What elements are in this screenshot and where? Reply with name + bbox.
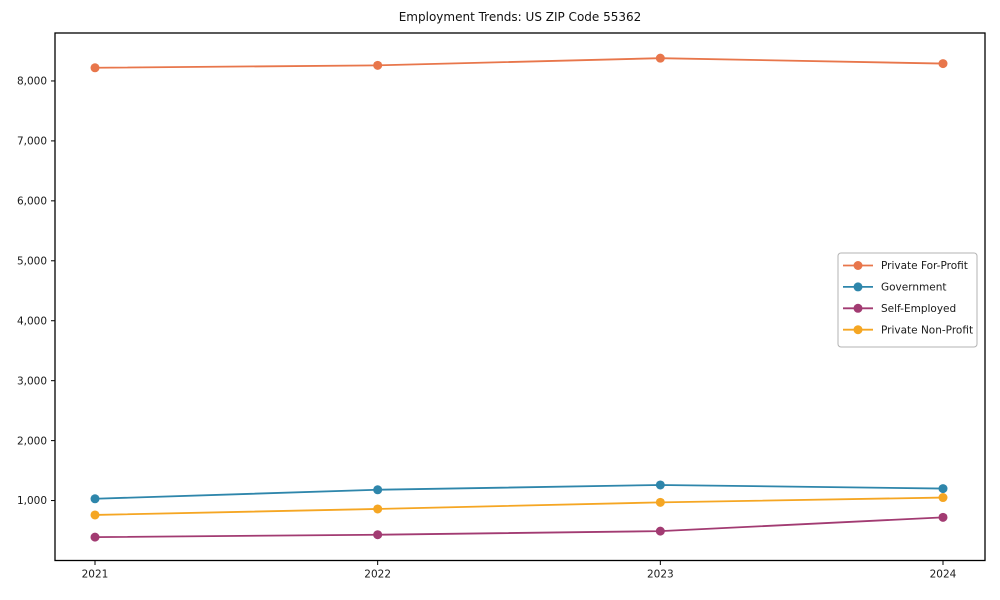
y-tick-label: 3,000 <box>17 375 47 387</box>
series-marker <box>373 485 383 495</box>
legend-marker <box>853 303 863 313</box>
y-tick-label: 8,000 <box>17 76 47 88</box>
series-marker <box>938 512 948 522</box>
legend-label: Private For-Profit <box>881 260 968 272</box>
series-marker <box>373 530 383 540</box>
series-marker <box>373 60 383 70</box>
y-tick-label: 7,000 <box>17 136 47 148</box>
y-tick-label: 5,000 <box>17 255 47 267</box>
series-marker <box>90 510 100 520</box>
y-tick-label: 6,000 <box>17 196 47 208</box>
x-tick-label: 2023 <box>647 569 674 581</box>
y-tick-label: 2,000 <box>17 435 47 447</box>
legend-label: Government <box>881 282 946 294</box>
legend-marker <box>853 282 863 292</box>
plot-border <box>54 32 986 562</box>
series-marker <box>90 63 100 73</box>
series-marker <box>90 494 100 504</box>
x-tick-label: 2024 <box>930 569 957 581</box>
series-marker <box>655 53 665 63</box>
series-marker <box>655 526 665 536</box>
x-tick-label: 2022 <box>364 569 391 581</box>
series-line <box>94 496 944 516</box>
y-tick-label: 4,000 <box>17 315 47 327</box>
legend-marker <box>853 325 863 335</box>
series-marker <box>373 504 383 514</box>
series-marker <box>655 497 665 507</box>
series-line <box>94 484 944 500</box>
series-marker <box>655 480 665 490</box>
series-marker <box>938 484 948 494</box>
series-marker <box>938 493 948 503</box>
y-tick-label: 1,000 <box>17 495 47 507</box>
series-marker <box>938 59 948 69</box>
legend-label: Private Non-Profit <box>881 324 973 336</box>
chart-title: Employment Trends: US ZIP Code 55362 <box>398 10 642 24</box>
legend-label: Self-Employed <box>881 303 956 315</box>
x-tick-label: 2021 <box>82 569 109 581</box>
series-line <box>94 57 944 69</box>
series-line <box>94 516 944 539</box>
legend-marker <box>853 261 863 270</box>
series-marker <box>90 532 100 542</box>
legend-box <box>837 252 978 348</box>
